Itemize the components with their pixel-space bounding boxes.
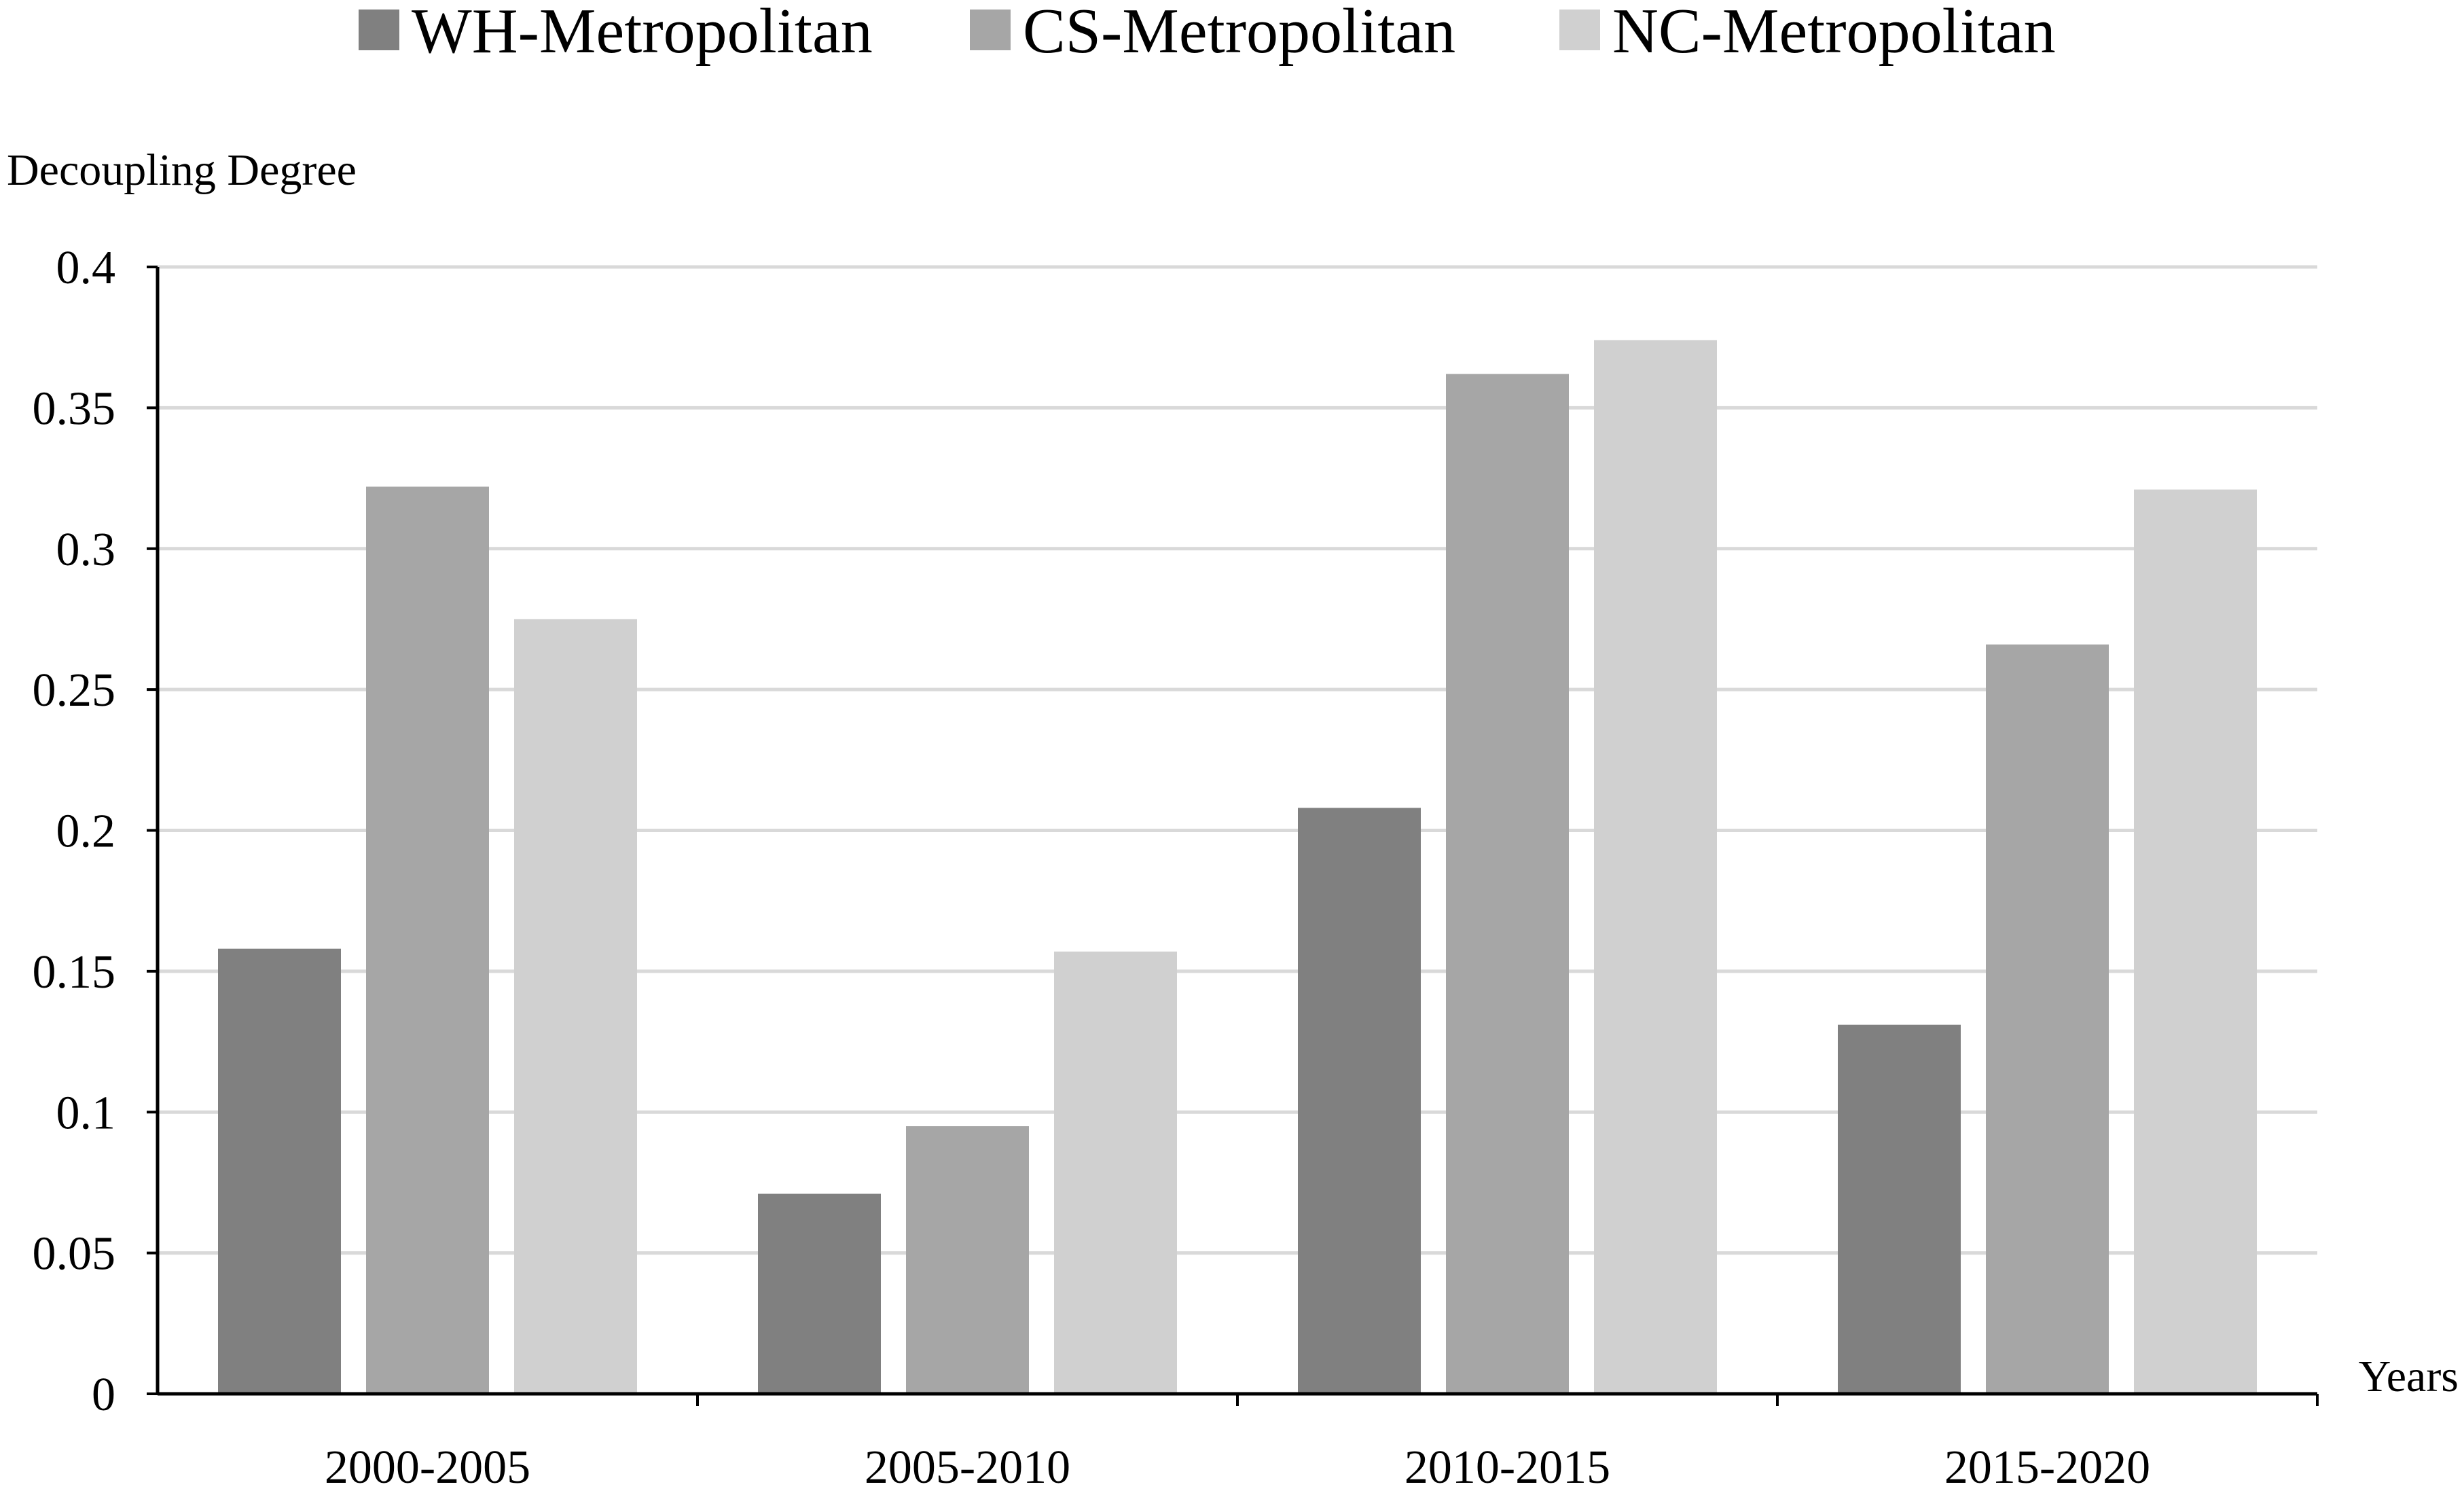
x-tick-label: 2010-2015 [1405,1441,1610,1490]
legend-item: CS-Metropolitan [970,0,1455,67]
legend-swatch [970,10,1011,50]
legend-label: CS-Metropolitan [1023,0,1455,67]
y-tick-label: 0.15 [33,946,116,999]
legend-item: WH-Metropolitan [359,0,873,67]
legend-swatch [1559,10,1600,50]
y-tick-label: 0.35 [33,382,116,435]
bar-nc-metropolitan-2000-2005 [514,619,637,1394]
y-tick-label: 0.3 [56,524,116,576]
legend-item: NC-Metropolitan [1559,0,2056,67]
bar-wh-metropolitan-2005-2010 [758,1193,881,1394]
bar-cs-metropolitan-2010-2015 [1446,374,1569,1394]
bar-cs-metropolitan-2015-2020 [1986,644,2109,1394]
x-tick-labels: 2000-2005 2005-2010 2010-2015 2015-2020 [325,1441,2150,1493]
bar-cs-metropolitan-2005-2010 [906,1126,1029,1394]
axes [147,266,2319,1406]
legend-swatch [359,10,399,50]
y-axis-title: Decoupling Degree [7,145,357,195]
bar-wh-metropolitan-2010-2015 [1298,808,1421,1394]
y-tick-label: 0.1 [56,1087,116,1139]
legend-label: WH-Metropolitan [412,0,873,67]
bar-nc-metropolitan-2010-2015 [1594,340,1717,1395]
bar-wh-metropolitan-2015-2020 [1838,1024,1961,1394]
y-tick-label: 0 [92,1369,115,1421]
y-tick-label: 0.2 [56,806,116,858]
x-tick-label: 2000-2005 [325,1441,530,1490]
y-tick-label: 0.25 [33,664,116,717]
legend-label: NC-Metropolitan [1612,0,2056,67]
bar-nc-metropolitan-2015-2020 [2134,489,2257,1394]
bar-wh-metropolitan-2000-2005 [218,948,341,1394]
y-tick-label: 0.4 [56,242,116,294]
x-tick-label: 2015-2020 [1944,1441,2150,1490]
x-axis-title: Years [2359,1352,2459,1401]
bars [218,340,2257,1395]
bar-nc-metropolitan-2005-2010 [1054,951,1177,1394]
y-tick-labels: 0 0.05 0.1 0.15 0.2 0.25 0.3 0.35 0.4 [33,242,116,1421]
y-tick-label: 0.05 [33,1228,116,1280]
legend: WH-Metropolitan CS-Metropolitan NC-Metropo… [359,0,2056,67]
x-tick-label: 2005-2010 [865,1441,1070,1490]
bar-cs-metropolitan-2000-2005 [366,486,489,1394]
